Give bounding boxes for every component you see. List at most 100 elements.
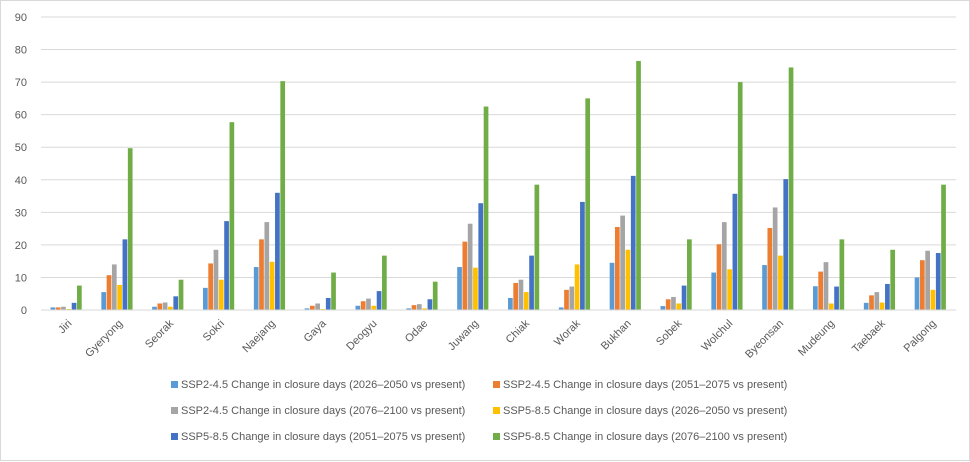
bar [508,297,513,310]
bar [224,221,229,310]
bar [259,239,264,310]
bar [152,306,157,310]
bar [61,306,66,310]
bar [127,148,133,310]
bar [534,184,540,310]
bar [721,222,727,310]
bar [636,60,641,311]
bar [914,277,920,310]
legend-label: SSP5-8.5 Change in closure days (2026–20… [503,405,787,417]
bar [264,222,270,310]
bar [173,296,179,310]
bar [427,299,433,310]
legend-label: SSP2-4.5 Change in closure days (2076–21… [181,405,465,417]
bar [371,305,377,310]
y-tick-label: 60 [15,110,27,122]
bar [101,292,107,310]
legend-label: SSP2-4.5 Change in closure days (2026–20… [181,379,465,391]
bar [732,193,738,310]
gridlines [41,16,956,278]
bar [813,286,818,310]
bar [218,279,224,310]
bar [523,292,529,310]
bar [280,81,286,310]
x-tick-label: Seorak [143,317,176,350]
bar [925,250,930,310]
legend-label: SSP2-4.5 Change in closure days (2051–20… [503,379,787,391]
bar [483,106,489,311]
bar [106,275,112,310]
bar [823,262,829,310]
bar [315,303,320,310]
bar [671,296,676,310]
legend: SSP2-4.5 Change in closure days (2026–20… [171,379,787,443]
bar [569,286,575,310]
y-tick-label: 50 [15,142,27,154]
bar [681,285,687,310]
bar [478,203,484,310]
legend-label: SSP5-8.5 Change in closure days (2076–21… [503,431,787,443]
bar [406,308,412,310]
bar [77,285,82,310]
legend-swatch [171,433,178,440]
y-tick-label: 80 [15,45,27,57]
bar [762,265,767,310]
bar [558,307,564,310]
bar [111,264,117,310]
bar [828,303,834,310]
x-tick-label: Bukhan [599,318,634,353]
bar [269,261,275,310]
bar [614,226,620,310]
bar [716,244,722,310]
bar [885,283,890,310]
bars [50,60,946,311]
x-tick-label: Deogyu [344,318,379,353]
x-tick-label: Gaya [302,317,330,345]
bar [518,279,524,310]
y-axis-ticks: 0 10 20 30 40 50 60 70 80 90 [15,12,27,317]
y-tick-label: 90 [15,12,27,24]
bar [203,287,208,310]
y-tick-label: 40 [15,175,27,187]
bar [564,289,569,310]
bar [890,249,896,310]
bar [630,175,636,310]
bar [71,302,77,310]
bar [122,239,128,310]
bar [208,263,214,310]
bar [609,262,615,310]
bar [162,302,168,310]
legend-swatch [493,407,500,414]
bar [253,267,259,310]
bar [625,249,631,310]
bar [879,302,885,310]
bar [863,302,869,310]
x-tick-label: Juwang [446,318,481,353]
y-tick-label: 10 [15,272,27,284]
bar [411,305,417,310]
bar [660,306,666,310]
y-tick-label: 70 [15,77,27,89]
x-tick-label: Wolchul [699,318,735,354]
bar [574,264,580,310]
bar [772,207,778,310]
bar [213,249,219,310]
bar [382,255,387,310]
bar [834,286,839,310]
bar [376,291,382,310]
bar [422,308,427,310]
bar [930,289,936,310]
x-tick-label: Worak [552,317,583,348]
legend-swatch [171,407,178,414]
x-tick-label: Taebaek [850,317,888,355]
bar [462,241,468,310]
x-tick-label: Byeonsan [743,318,786,361]
legend-swatch [493,381,500,388]
bar [788,67,794,310]
x-tick-label: Chiak [504,317,533,346]
bar [366,298,371,310]
bar [360,301,366,310]
x-tick-label: Palgong [902,318,939,355]
bar [457,267,462,310]
